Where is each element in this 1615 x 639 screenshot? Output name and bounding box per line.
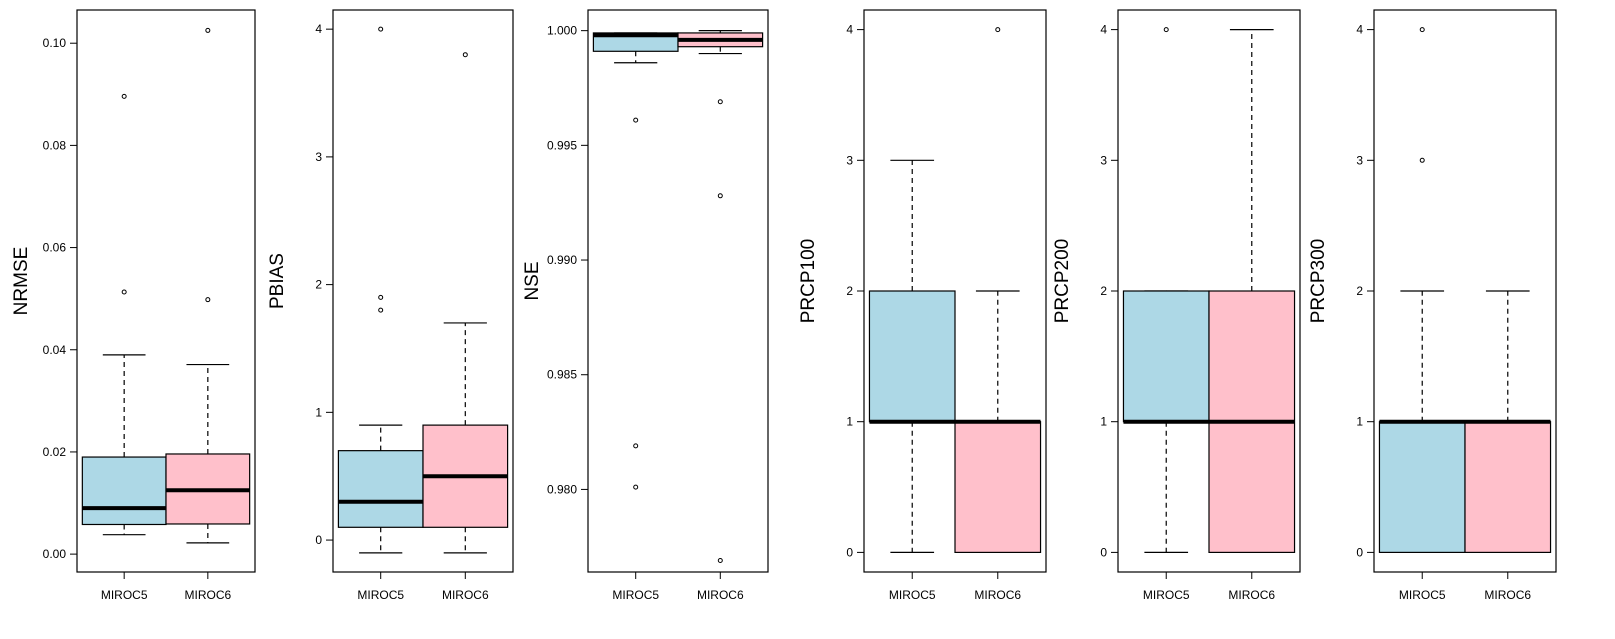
y-axis-label: NRMSE (11, 247, 32, 316)
plot-frame (587, 9, 769, 573)
iqr-box (81, 456, 167, 526)
panel-prcp200: 0 1 2 3 4 PRCP200 MIROC5 MIROC6 (1052, 9, 1301, 602)
y-axis-label: NSE (522, 261, 543, 300)
y-tick-label: 0.995 (547, 138, 577, 152)
plot-frame (76, 9, 256, 573)
x-tick-label: MIROC6 (184, 588, 231, 602)
y-tick-label: 0.08 (43, 138, 67, 152)
y-tick-label: 4 (315, 22, 322, 36)
y-tick-label: 1 (1100, 415, 1107, 429)
x-tick-label: MIROC6 (697, 588, 744, 602)
y-tick-label: 1 (1356, 415, 1363, 429)
panel-prcp100: 0 1 2 3 4 PRCP100 MIROC5 MIROC6 (798, 9, 1047, 602)
x-tick-label: MIROC6 (974, 588, 1021, 602)
x-tick-label: MIROC6 (1228, 588, 1275, 602)
y-tick-label: 3 (315, 150, 322, 164)
y-tick-label: 0.985 (547, 368, 577, 382)
iqr-box (1122, 290, 1210, 423)
y-tick-label: 0.990 (547, 253, 577, 267)
box-miroc5 (592, 32, 679, 490)
outlier-point (121, 289, 127, 295)
panel-prcp300: 0 1 2 3 4 PRCP300 MIROC5 MIROC6 (1308, 9, 1557, 602)
y-tick-label: 0 (315, 533, 322, 547)
iqr-box (954, 421, 1042, 553)
y-tick-label: 4 (846, 23, 853, 37)
y-tick-label: 2 (846, 284, 853, 298)
y-tick-label: 0 (1356, 545, 1363, 559)
outlier-point (205, 27, 211, 33)
y-tick-label: 0.00 (43, 547, 67, 561)
x-tick-label: MIROC5 (612, 588, 659, 602)
y-axis-label: PRCP100 (798, 239, 819, 324)
iqr-box (868, 290, 956, 423)
y-tick-label: 0 (846, 545, 853, 559)
y-tick-label: 1.000 (547, 24, 577, 38)
outlier-point (717, 99, 723, 105)
x-tick-label: MIROC5 (101, 588, 148, 602)
y-tick-label: 1 (315, 405, 322, 419)
box-miroc6 (1208, 29, 1296, 553)
outlier-point (378, 294, 384, 300)
outlier-point (1419, 27, 1425, 33)
y-tick-label: 0.10 (43, 36, 67, 50)
box-miroc6 (677, 30, 764, 564)
y-tick-label: 0.980 (547, 482, 577, 496)
outlier-point (378, 307, 384, 313)
outlier-point (1163, 27, 1169, 33)
box-miroc5 (1122, 27, 1210, 553)
outlier-point (633, 443, 639, 449)
outlier-point (633, 117, 639, 123)
y-tick-label: 4 (1100, 23, 1107, 37)
y-axis-label: PBIAS (267, 253, 288, 309)
x-tick-label: MIROC5 (1399, 588, 1446, 602)
x-tick-label: MIROC5 (1143, 588, 1190, 602)
plot-frame (332, 9, 514, 573)
y-tick-label: 3 (1100, 153, 1107, 167)
iqr-box (1464, 421, 1552, 553)
y-tick-label: 2 (1356, 284, 1363, 298)
box-miroc6 (422, 52, 509, 554)
y-tick-label: 4 (1356, 23, 1363, 37)
y-axis-label: PRCP300 (1308, 239, 1329, 324)
panel-nse: 0.980 0.985 0.990 0.995 1.000 NSE MIROC5 MIROC6 (522, 9, 769, 602)
outlier-point (717, 193, 723, 199)
box-miroc5 (81, 93, 167, 536)
panel-nrmse: 0.00 0.02 0.04 0.06 0.08 0.10 NRMSE MIROC5 MIROC… (11, 9, 256, 602)
panel-pbias: 0 1 2 3 4 PBIAS MIROC5 MIROC6 (267, 9, 514, 602)
y-tick-label: 0.02 (43, 445, 67, 459)
outlier-point (633, 484, 639, 490)
iqr-box (1378, 421, 1466, 553)
y-tick-label: 0 (1100, 545, 1107, 559)
outlier-point (717, 558, 723, 564)
x-tick-label: MIROC5 (357, 588, 404, 602)
y-tick-label: 2 (1100, 284, 1107, 298)
y-tick-label: 0.04 (43, 343, 67, 357)
box-miroc5 (1378, 27, 1466, 553)
box-miroc6 (954, 27, 1042, 553)
y-tick-label: 1 (846, 415, 853, 429)
y-tick-label: 3 (846, 153, 853, 167)
x-tick-label: MIROC6 (442, 588, 489, 602)
outlier-point (378, 26, 384, 32)
box-miroc5 (337, 26, 424, 554)
outlier-point (205, 297, 211, 303)
box-miroc5 (868, 159, 956, 553)
y-tick-label: 3 (1356, 153, 1363, 167)
iqr-box (337, 450, 424, 528)
y-tick-label: 0.06 (43, 241, 67, 255)
outlier-point (1419, 157, 1425, 163)
y-tick-label: 2 (315, 278, 322, 292)
box-miroc6 (165, 27, 251, 544)
outlier-point (121, 93, 127, 99)
y-axis-label: PRCP200 (1052, 239, 1073, 324)
x-tick-label: MIROC5 (889, 588, 936, 602)
outlier-point (462, 52, 468, 58)
x-tick-label: MIROC6 (1484, 588, 1531, 602)
box-miroc6 (1464, 290, 1552, 553)
outlier-point (995, 27, 1001, 33)
